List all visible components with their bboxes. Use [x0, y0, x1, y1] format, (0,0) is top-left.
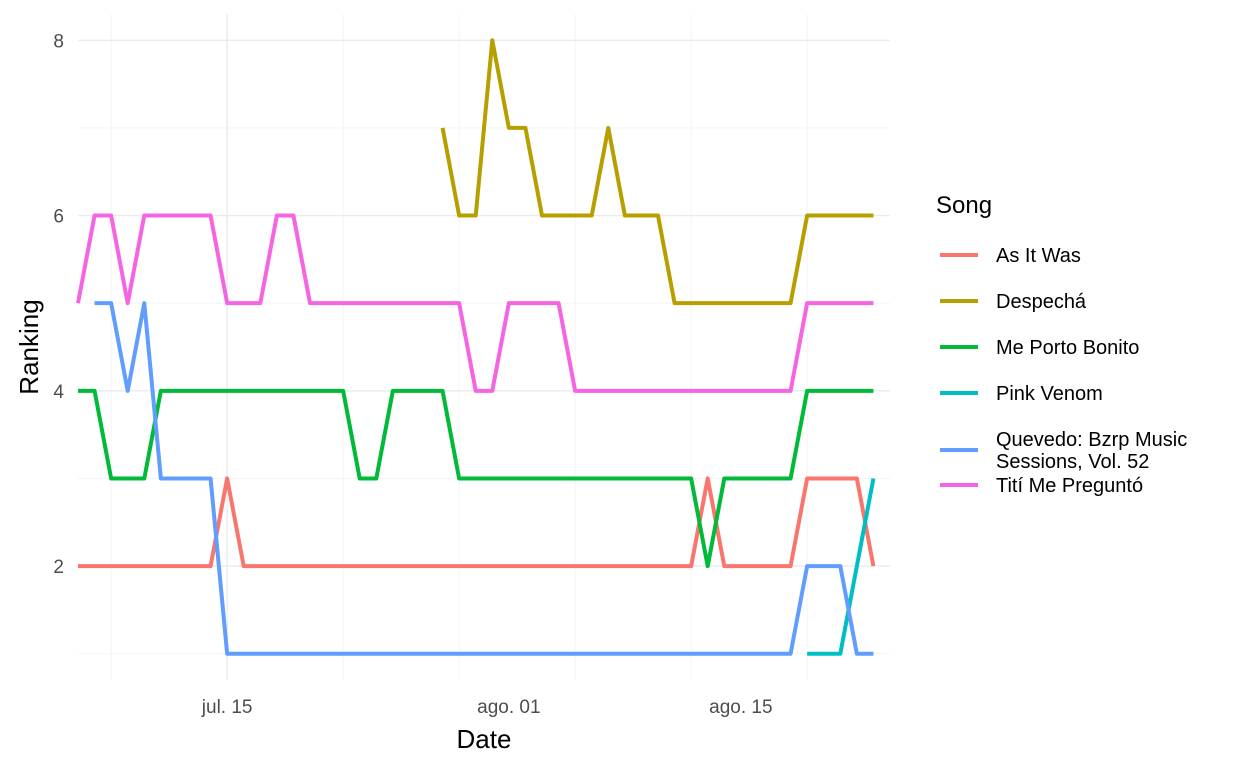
- x-axis-title: Date: [457, 724, 512, 754]
- legend-title: Song: [936, 192, 992, 219]
- series-line-tit-me-pregunt: [76, 213, 874, 393]
- legend-label: Me Porto Bonito: [996, 337, 1139, 359]
- x-tick-label: ago. 15: [709, 697, 772, 718]
- series-line-as-it-was: [78, 476, 876, 569]
- x-tick-label: ago. 01: [477, 697, 540, 718]
- legend-label: Despechá: [996, 291, 1087, 313]
- y-tick-label: 8: [53, 31, 64, 52]
- x-axis-ticks: jul. 15 ago. 01 ago. 15: [201, 697, 773, 718]
- series-line-despech: [440, 38, 874, 306]
- y-tick-label: 4: [53, 382, 64, 403]
- legend-label: Sessions, Vol. 52: [996, 451, 1149, 473]
- y-axis-ticks: 2 4 6 8: [53, 31, 64, 578]
- y-tick-label: 2: [53, 557, 64, 578]
- legend-label: Tití Me Preguntó: [996, 475, 1143, 497]
- y-tick-label: 6: [53, 207, 64, 228]
- series-line-pink-venom: [807, 478, 876, 656]
- y-axis-title: Ranking: [14, 299, 44, 394]
- series-lines: [76, 38, 876, 656]
- legend-label: Pink Venom: [996, 383, 1103, 405]
- x-tick-label: jul. 15: [201, 697, 253, 718]
- legend-label: As It Was: [996, 245, 1081, 267]
- legend-label: Quevedo: Bzrp Music: [996, 429, 1187, 451]
- legend: As It Was Despechá Me Porto Bonito Pink Ven…: [940, 245, 1187, 497]
- series-line-quevedo-bzrp-music-sessions-vol-52: [94, 301, 874, 656]
- series-line-me-porto-bonito: [78, 388, 874, 569]
